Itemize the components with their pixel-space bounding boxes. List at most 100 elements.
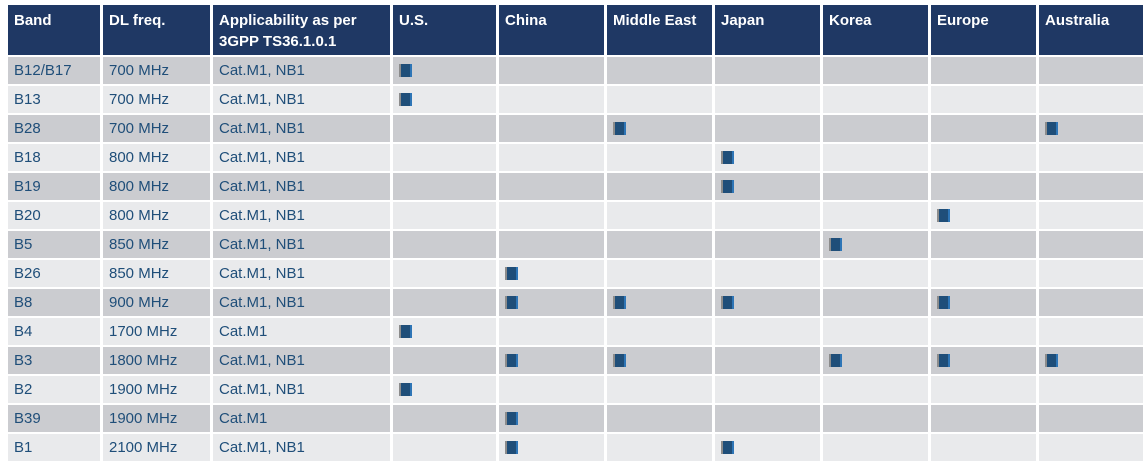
applicability-cell: Cat.M1, NB1 — [213, 173, 390, 200]
table-row: B26 850 MHz Cat.M1, NB1 — [8, 260, 1143, 287]
region-cell-europe — [931, 289, 1036, 316]
band-cell: B20 — [8, 202, 100, 229]
region-cell-europe — [931, 115, 1036, 142]
support-marker-icon — [505, 353, 518, 367]
region-cell-middle_east — [607, 318, 712, 345]
region-cell-middle_east — [607, 376, 712, 403]
region-cell-us — [393, 115, 496, 142]
col-header-applicability: Applicability as per 3GPP TS36.1.0.1 — [213, 5, 390, 55]
col-header-dl-freq: DL freq. — [103, 5, 210, 55]
region-cell-japan — [715, 318, 820, 345]
region-cell-china — [499, 173, 604, 200]
region-cell-australia — [1039, 434, 1143, 461]
region-cell-korea — [823, 86, 928, 113]
band-applicability-table: Band DL freq. Applicability as per 3GPP … — [5, 3, 1146, 463]
region-cell-europe — [931, 434, 1036, 461]
region-cell-korea — [823, 289, 928, 316]
region-cell-europe — [931, 57, 1036, 84]
region-cell-europe — [931, 347, 1036, 374]
region-cell-korea — [823, 347, 928, 374]
region-cell-middle_east — [607, 405, 712, 432]
support-marker-icon — [399, 382, 412, 396]
support-marker-icon — [829, 353, 842, 367]
support-marker-icon — [505, 266, 518, 280]
applicability-cell: Cat.M1, NB1 — [213, 347, 390, 374]
region-cell-korea — [823, 173, 928, 200]
region-cell-us — [393, 376, 496, 403]
dl-freq-cell: 800 MHz — [103, 173, 210, 200]
band-cell: B8 — [8, 289, 100, 316]
region-cell-china — [499, 202, 604, 229]
region-cell-us — [393, 347, 496, 374]
table-row: B1 2100 MHz Cat.M1, NB1 — [8, 434, 1143, 461]
support-marker-icon — [399, 92, 412, 106]
dl-freq-cell: 1700 MHz — [103, 318, 210, 345]
region-cell-australia — [1039, 115, 1143, 142]
dl-freq-cell: 1900 MHz — [103, 376, 210, 403]
region-cell-middle_east — [607, 347, 712, 374]
region-cell-china — [499, 260, 604, 287]
region-cell-us — [393, 434, 496, 461]
region-cell-australia — [1039, 347, 1143, 374]
region-cell-middle_east — [607, 115, 712, 142]
support-marker-icon — [721, 150, 734, 164]
region-cell-australia — [1039, 173, 1143, 200]
applicability-cell: Cat.M1, NB1 — [213, 376, 390, 403]
band-cell: B4 — [8, 318, 100, 345]
applicability-cell: Cat.M1, NB1 — [213, 202, 390, 229]
region-cell-middle_east — [607, 86, 712, 113]
table-body: B12/B17 700 MHz Cat.M1, NB1 B13 700 MHz Cat.M… — [8, 57, 1143, 461]
region-cell-middle_east — [607, 202, 712, 229]
support-marker-icon — [937, 208, 950, 222]
support-marker-icon — [829, 237, 842, 251]
region-cell-japan — [715, 144, 820, 171]
table-row: B20 800 MHz Cat.M1, NB1 — [8, 202, 1143, 229]
region-cell-japan — [715, 405, 820, 432]
region-cell-china — [499, 405, 604, 432]
region-cell-china — [499, 347, 604, 374]
dl-freq-cell: 850 MHz — [103, 231, 210, 258]
band-cell: B18 — [8, 144, 100, 171]
region-cell-europe — [931, 318, 1036, 345]
col-header-band: Band — [8, 5, 100, 55]
region-cell-middle_east — [607, 289, 712, 316]
region-cell-us — [393, 260, 496, 287]
applicability-cell: Cat.M1, NB1 — [213, 231, 390, 258]
region-cell-korea — [823, 318, 928, 345]
region-cell-korea — [823, 115, 928, 142]
applicability-cell: Cat.M1, NB1 — [213, 289, 390, 316]
support-marker-icon — [505, 295, 518, 309]
applicability-cell: Cat.M1, NB1 — [213, 144, 390, 171]
region-cell-japan — [715, 86, 820, 113]
dl-freq-cell: 800 MHz — [103, 202, 210, 229]
region-cell-china — [499, 115, 604, 142]
region-cell-japan — [715, 231, 820, 258]
region-cell-australia — [1039, 202, 1143, 229]
region-cell-japan — [715, 173, 820, 200]
region-cell-japan — [715, 376, 820, 403]
region-cell-europe — [931, 376, 1036, 403]
support-marker-icon — [613, 121, 626, 135]
col-header-korea: Korea — [823, 5, 928, 55]
support-marker-icon — [399, 324, 412, 338]
col-header-us: U.S. — [393, 5, 496, 55]
table-row: B39 1900 MHz Cat.M1 — [8, 405, 1143, 432]
region-cell-europe — [931, 202, 1036, 229]
applicability-cell: Cat.M1 — [213, 318, 390, 345]
col-header-japan: Japan — [715, 5, 820, 55]
header-row: Band DL freq. Applicability as per 3GPP … — [8, 5, 1143, 55]
table-row: B3 1800 MHz Cat.M1, NB1 — [8, 347, 1143, 374]
region-cell-china — [499, 434, 604, 461]
region-cell-japan — [715, 347, 820, 374]
region-cell-korea — [823, 405, 928, 432]
region-cell-china — [499, 144, 604, 171]
region-cell-us — [393, 318, 496, 345]
region-cell-australia — [1039, 376, 1143, 403]
region-cell-us — [393, 405, 496, 432]
region-cell-australia — [1039, 231, 1143, 258]
band-cell: B28 — [8, 115, 100, 142]
region-cell-us — [393, 173, 496, 200]
region-cell-us — [393, 289, 496, 316]
support-marker-icon — [613, 353, 626, 367]
region-cell-japan — [715, 115, 820, 142]
